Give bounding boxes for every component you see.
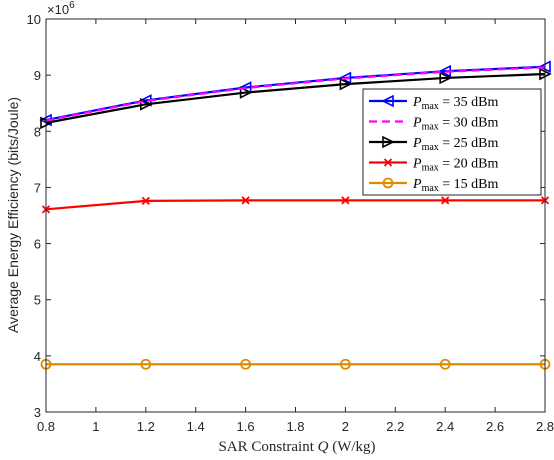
data-point bbox=[341, 196, 350, 205]
y-axis-label: Average Energy Efficiency (bits/Joule) bbox=[5, 97, 21, 333]
x-tick-label: 2.4 bbox=[436, 419, 454, 434]
x-tick-label: 1 bbox=[92, 419, 99, 434]
data-point bbox=[140, 98, 153, 111]
y-tick-label: 5 bbox=[34, 293, 41, 308]
series-4 bbox=[40, 358, 551, 370]
y-tick-label: 10 bbox=[27, 12, 41, 27]
legend-entry: Pmax = 20 dBm bbox=[369, 157, 499, 174]
y-tick-label: 3 bbox=[34, 405, 41, 420]
data-point-stroke bbox=[383, 158, 393, 167]
data-point-stroke bbox=[241, 196, 250, 205]
legend-label: Pmax = 30 dBm bbox=[412, 116, 499, 133]
x-tick-label: 2 bbox=[342, 419, 349, 434]
data-point bbox=[382, 177, 394, 189]
legend-entry: Pmax = 25 dBm bbox=[369, 135, 499, 153]
legend-label: Pmax = 25 dBm bbox=[412, 136, 499, 153]
legend-label: Pmax = 35 dBm bbox=[412, 95, 499, 112]
data-point bbox=[141, 196, 150, 206]
axes: 0.8 1 1.2 1.4 1.6 1.8 2 2.2 2.4 2.6 2.8 3 4 5 6 7 8 9 10 bbox=[27, 12, 554, 434]
legend-label-var: P bbox=[412, 95, 422, 110]
legend-label: Pmax = 15 dBm bbox=[412, 177, 499, 194]
data-point bbox=[441, 196, 450, 205]
y-tick-label: 8 bbox=[34, 124, 41, 139]
y-tick-label: 6 bbox=[34, 237, 41, 252]
legend-label-rest: = 35 dBm bbox=[439, 95, 499, 110]
data-point bbox=[382, 135, 395, 149]
data-point bbox=[439, 71, 452, 85]
legend-label-sub: max bbox=[422, 163, 439, 174]
series-3 bbox=[41, 196, 550, 214]
legend-label: Pmax = 20 dBm bbox=[412, 157, 499, 174]
legend-label-var: P bbox=[412, 116, 422, 131]
data-point bbox=[140, 358, 152, 370]
x-tick-label: 1.8 bbox=[286, 419, 304, 434]
x-tick-label: 1.6 bbox=[237, 419, 255, 434]
legend-label-rest: = 20 dBm bbox=[439, 157, 499, 172]
series-line bbox=[45, 66, 546, 122]
x-tick-label: 1.2 bbox=[137, 419, 155, 434]
data-point bbox=[239, 86, 253, 99]
legend-entry: Pmax = 15 dBm bbox=[369, 177, 499, 194]
data-point bbox=[439, 358, 451, 370]
legend-label-rest: = 25 dBm bbox=[439, 136, 499, 151]
y-tick-label: 7 bbox=[34, 180, 41, 195]
data-point-stroke bbox=[441, 196, 450, 205]
legend-label-var: P bbox=[412, 177, 422, 192]
x-tick-label: 2.8 bbox=[536, 419, 554, 434]
legend-label-var: P bbox=[412, 157, 422, 172]
x-tick-label: 2.6 bbox=[486, 419, 504, 434]
legend-label-sub: max bbox=[422, 183, 439, 194]
data-point bbox=[381, 94, 394, 108]
series-line bbox=[45, 72, 546, 124]
series-1 bbox=[45, 66, 546, 122]
data-point bbox=[241, 196, 250, 205]
y-tick-label: 4 bbox=[34, 349, 41, 364]
data-point bbox=[338, 71, 352, 85]
legend-entry: Pmax = 35 dBm bbox=[369, 94, 499, 112]
y-axis-multiplier: ×106 bbox=[47, 0, 75, 17]
y-tick-label: 9 bbox=[34, 68, 41, 83]
legend-label-rest: = 30 dBm bbox=[439, 116, 499, 131]
legend-label-rest: = 15 dBm bbox=[439, 177, 499, 192]
legend-label-var: P bbox=[412, 136, 422, 151]
data-point-stroke bbox=[141, 196, 150, 206]
x-tick-label: 1.4 bbox=[187, 419, 205, 434]
data-point bbox=[383, 158, 393, 167]
data-point-stroke bbox=[341, 196, 350, 205]
x-tick-label: 2.2 bbox=[386, 419, 404, 434]
data-point bbox=[339, 77, 353, 91]
legend-entry: Pmax = 30 dBm bbox=[369, 116, 499, 133]
x-axis-label: SAR Constraint Q (W/kg) bbox=[218, 439, 375, 455]
legend-label-sub: max bbox=[422, 122, 439, 133]
data-point bbox=[240, 358, 252, 370]
data-point bbox=[339, 358, 351, 370]
x-tick-label: 0.8 bbox=[37, 419, 55, 434]
legend-label-sub: max bbox=[422, 101, 439, 112]
legend-label-sub: max bbox=[422, 142, 439, 153]
series-line bbox=[45, 199, 545, 211]
